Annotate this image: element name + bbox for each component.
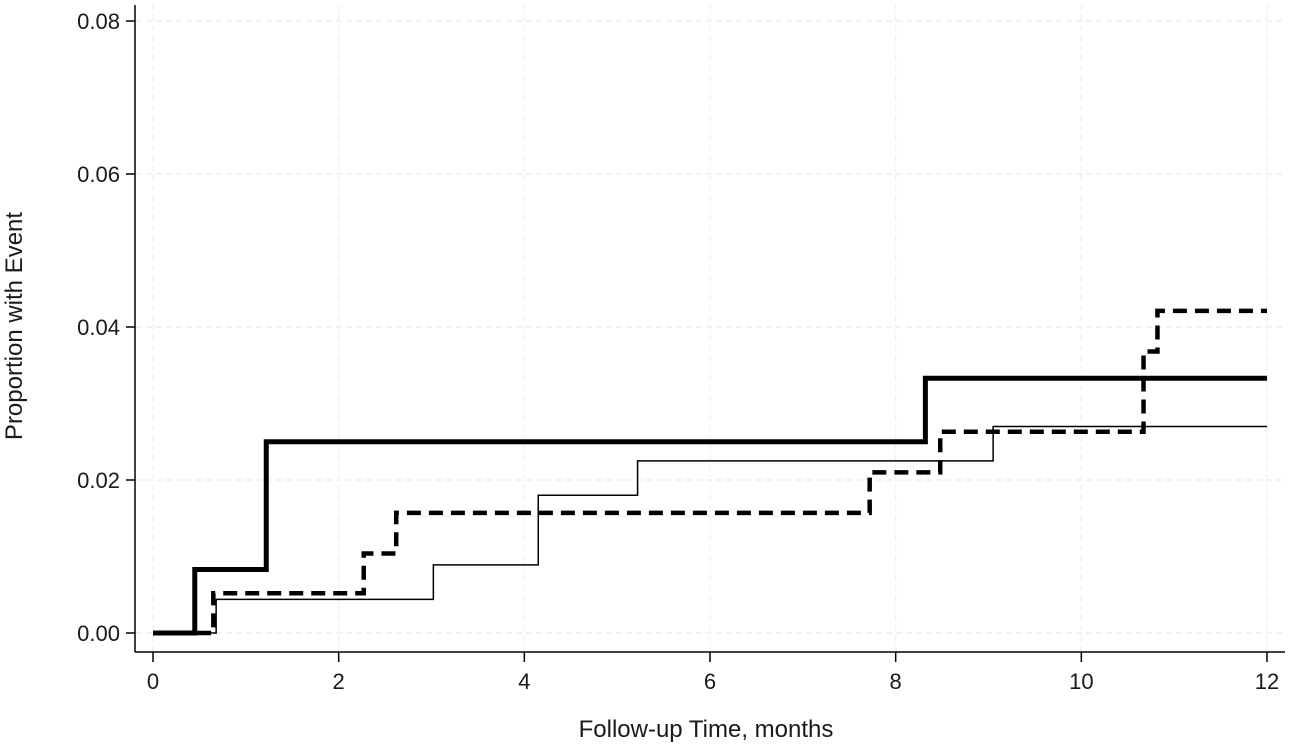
- x-tick-label: 4: [518, 669, 530, 694]
- x-tick-label: 0: [147, 669, 159, 694]
- y-tick-label: 0.00: [77, 621, 120, 646]
- series-group: [153, 308, 1267, 636]
- y-tick-label: 0.02: [77, 468, 120, 493]
- series-3-thin-solid-line: [153, 425, 1267, 634]
- x-tick-label: 12: [1255, 669, 1279, 694]
- y-tick-label: 0.06: [77, 162, 120, 187]
- grid: [136, 5, 1285, 651]
- x-tick-label: 2: [333, 669, 345, 694]
- x-tick-label: 10: [1069, 669, 1093, 694]
- x-axis-title: Follow-up Time, months: [579, 716, 834, 743]
- series-2-thick-dashed-line: [153, 308, 1267, 636]
- series-1-thick-solid-line: [153, 375, 1267, 636]
- y-axis-title: Proportion with Event: [1, 212, 28, 440]
- y-tick-label: 0.08: [77, 9, 120, 34]
- x-tick-label: 6: [704, 669, 716, 694]
- x-tick-label: 8: [890, 669, 902, 694]
- ticks: 0.00 0.02 0.04 0.06 0.08 0 2 4 6 8 10 12: [77, 9, 1279, 694]
- y-tick-label: 0.04: [77, 315, 120, 340]
